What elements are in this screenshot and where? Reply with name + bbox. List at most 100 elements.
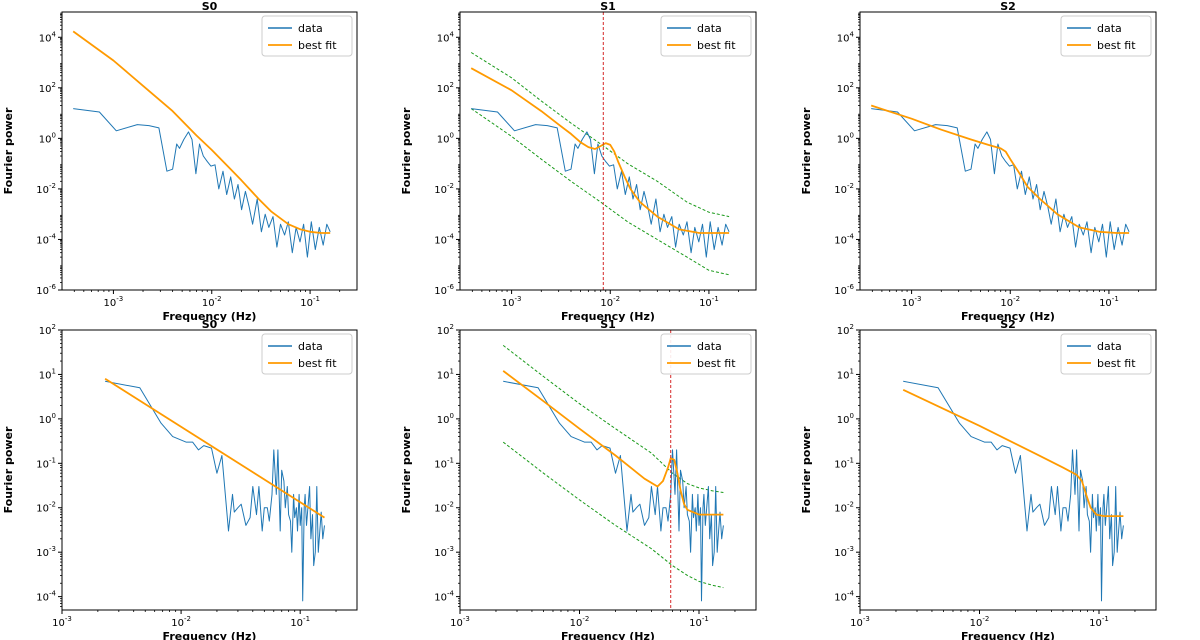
y-tick-exp: -2 (49, 501, 56, 509)
y-tick-base: 10 (434, 286, 447, 297)
x-tick-base: 10 (300, 298, 313, 309)
y-tick-exp: -6 (49, 283, 57, 291)
y-tick-base: 10 (36, 185, 49, 196)
x-tick-label: 10-3 (52, 615, 72, 629)
legend-box (660, 15, 752, 57)
x-tick-label: 10-2 (202, 295, 222, 309)
plot-frame (459, 329, 757, 611)
y-tick-exp: -2 (847, 182, 854, 190)
legend: data best fit (1060, 333, 1152, 375)
x-axis-label: Frequency (Hz) (561, 310, 655, 323)
x-tick-exp: -2 (215, 295, 222, 303)
y-tick-base: 10 (39, 326, 52, 337)
x-tick-label: 10-3 (850, 615, 870, 629)
x-axis-label: Frequency (Hz) (163, 310, 257, 323)
x-tick-label: 10-3 (450, 615, 470, 629)
plot-frame (859, 11, 1157, 291)
x-axis-label: Frequency (Hz) (961, 630, 1055, 640)
y-tick-exp: 2 (450, 81, 454, 89)
y-tick-exp: 0 (850, 131, 854, 139)
x-tick-exp: -3 (463, 615, 470, 623)
x-tick-label: 10-2 (570, 615, 590, 629)
y-tick-label: 10-3 (434, 545, 454, 559)
x-tick-exp: -2 (582, 615, 589, 623)
legend-data-label: data (1097, 340, 1122, 353)
y-tick-label: 102 (437, 323, 454, 337)
y-tick-label: 100 (837, 131, 854, 145)
y-tick-exp: -2 (447, 501, 454, 509)
y-tick-exp: 0 (52, 131, 56, 139)
y-tick-label: 10-4 (434, 590, 454, 604)
x-tick-exp: -1 (712, 295, 719, 303)
chart-title: S0 (202, 0, 218, 13)
best-fit-line (870, 104, 1130, 234)
y-tick-label: 100 (837, 412, 854, 426)
y-tick-base: 10 (36, 504, 49, 515)
legend-fit-label: best fit (697, 39, 736, 52)
x-tick-label: 10-1 (290, 615, 310, 629)
y-tick-label: 10-4 (36, 232, 56, 246)
legend-fit-label: best fit (1097, 357, 1136, 370)
legend: data best fit (261, 333, 353, 375)
y-tick-label: 102 (39, 323, 56, 337)
upper-bound-line (470, 52, 730, 218)
y-tick-exp: 1 (450, 367, 454, 375)
x-tick-label: 10-2 (600, 295, 620, 309)
y-tick-exp: -3 (49, 545, 56, 553)
x-tick-base: 10 (104, 298, 117, 309)
y-tick-exp: -4 (847, 590, 855, 598)
y-tick-exp: -2 (447, 182, 454, 190)
y-axis-label: Fourier power (400, 426, 413, 513)
y-tick-exp: 1 (850, 367, 854, 375)
y-tick-exp: 2 (850, 81, 854, 89)
y-tick-label: 100 (437, 131, 454, 145)
legend-box (261, 333, 353, 375)
plot-series (72, 30, 331, 258)
y-tick-exp: -2 (49, 182, 56, 190)
y-tick-base: 10 (36, 548, 49, 559)
data-line (871, 108, 1130, 258)
y-tick-base: 10 (837, 370, 850, 381)
plot-series (502, 330, 724, 610)
x-axis-label: Frequency (Hz) (163, 630, 257, 640)
y-tick-exp: 4 (850, 30, 855, 38)
y-tick-base: 10 (39, 84, 52, 95)
plot-area (62, 330, 357, 610)
y-tick-exp: 2 (850, 323, 854, 331)
x-tick-base: 10 (570, 618, 583, 629)
y-tick-base: 10 (834, 185, 847, 196)
x-tick-label: 10-1 (1089, 615, 1109, 629)
y-tick-base: 10 (36, 235, 49, 246)
x-tick-label: 10-2 (1000, 295, 1020, 309)
y-tick-base: 10 (437, 33, 450, 44)
x-tick-base: 10 (1099, 298, 1112, 309)
data-line (73, 108, 331, 258)
x-tick-base: 10 (1000, 298, 1013, 309)
chart-title: S1 (600, 318, 616, 331)
legend-fit-label: best fit (298, 39, 337, 52)
x-tick-exp: -1 (1102, 615, 1109, 623)
y-tick-label: 10-2 (434, 182, 454, 196)
x-tick-exp: -1 (303, 615, 310, 623)
x-tick-base: 10 (171, 618, 184, 629)
x-tick-base: 10 (52, 618, 65, 629)
y-tick-exp: -4 (447, 232, 455, 240)
y-tick-exp: -3 (447, 545, 454, 553)
legend-data-label: data (298, 22, 323, 35)
y-tick-label: 10-3 (36, 545, 56, 559)
y-tick-label: 10-4 (36, 590, 56, 604)
x-tick-label: 10-1 (689, 615, 709, 629)
y-tick-base: 10 (434, 548, 447, 559)
y-tick-label: 100 (39, 131, 56, 145)
x-tick-base: 10 (502, 298, 515, 309)
y-tick-exp: -4 (49, 590, 57, 598)
y-tick-label: 10-2 (834, 501, 854, 515)
legend-data-label: data (697, 22, 722, 35)
x-tick-exp: -1 (1112, 295, 1119, 303)
legend: data best fit (660, 333, 752, 375)
x-tick-label: 10-3 (502, 295, 522, 309)
x-tick-exp: -3 (65, 615, 72, 623)
